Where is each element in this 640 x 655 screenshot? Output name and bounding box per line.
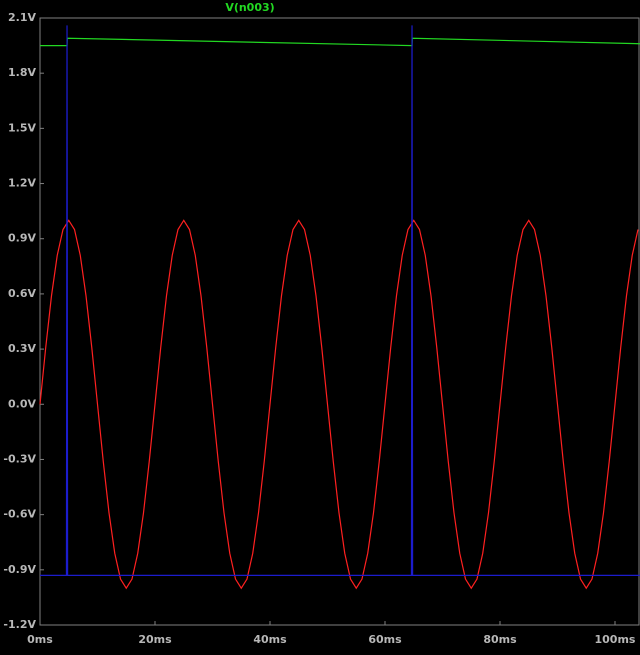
y-tick-label: 0.3V <box>8 342 36 355</box>
x-tick-label: 100ms <box>594 633 635 646</box>
legend-entry: V(n003) <box>225 1 274 14</box>
trace <box>39 219 639 590</box>
trace <box>40 25 640 576</box>
y-tick-label: 0.0V <box>8 397 36 410</box>
x-tick-label: 80ms <box>483 633 517 646</box>
y-tick-label: 0.6V <box>8 287 36 300</box>
y-tick-label: -0.3V <box>3 452 36 465</box>
y-tick-label: -0.9V <box>3 563 36 576</box>
y-tick-label: 1.2V <box>8 177 36 190</box>
x-tick-label: 0ms <box>27 633 53 646</box>
x-tick-label: 60ms <box>368 633 402 646</box>
y-tick-label: -0.6V <box>3 508 36 521</box>
y-tick-label: 2.1V <box>8 11 36 24</box>
y-tick-label: 1.5V <box>8 121 36 134</box>
y-tick-label: 1.8V <box>8 66 36 79</box>
y-tick-label: 0.9V <box>8 232 36 245</box>
y-tick-label: -1.2V <box>3 618 36 631</box>
x-tick-label: 40ms <box>253 633 287 646</box>
plot-frame <box>39 17 640 626</box>
trace <box>40 37 640 47</box>
x-tick-label: 20ms <box>138 633 172 646</box>
